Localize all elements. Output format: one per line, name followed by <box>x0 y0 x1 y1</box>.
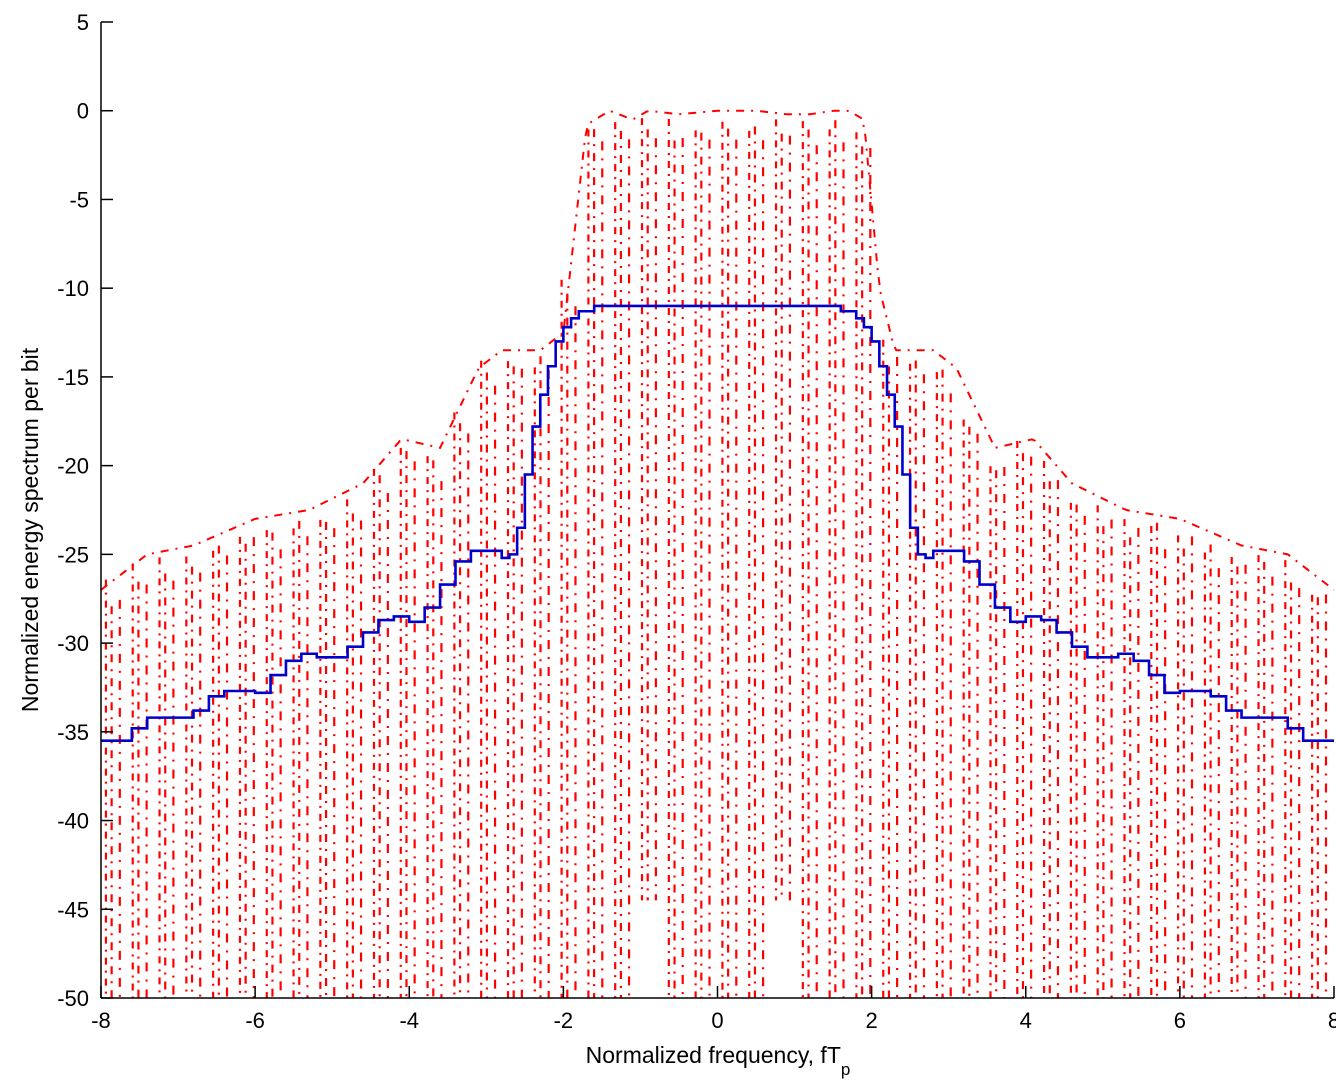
y-tick-label: -10 <box>57 276 89 301</box>
red-spectra-layer <box>100 109 1335 998</box>
x-axis-label: Normalized frequency, fTp <box>586 1042 851 1079</box>
tick-labels: -8 -6 -4 -2 0 2 4 6 850-5-10-15-20-25-30-35-40-4… <box>57 10 1336 1033</box>
y-tick-label: -50 <box>57 986 89 1011</box>
y-tick-label: 0 <box>77 99 89 124</box>
red-spectrum-envelope <box>100 109 1335 591</box>
x-tick-label: 2 <box>866 1008 878 1033</box>
y-tick-label: -35 <box>57 720 89 745</box>
axes <box>100 21 1335 999</box>
y-tick-label: -20 <box>57 454 89 479</box>
x-tick-label: 4 <box>1020 1008 1032 1033</box>
y-tick-label: -25 <box>57 542 89 567</box>
x-axis-label-subscript: p <box>841 1060 850 1079</box>
blue-spectrum-line <box>101 304 1334 742</box>
x-tick-label: -2 <box>554 1008 574 1033</box>
x-tick-label: -4 <box>399 1008 419 1033</box>
y-tick-label: -30 <box>57 631 89 656</box>
x-tick-label: 0 <box>711 1008 723 1033</box>
x-tick-label: -6 <box>245 1008 265 1033</box>
x-tick-label: -8 <box>91 1008 111 1033</box>
blue-envelope-layer <box>101 304 1334 742</box>
y-tick-label: -40 <box>57 809 89 834</box>
x-tick-label: 8 <box>1328 1008 1336 1033</box>
y-axis-label: Normalized energy spectrum per bit <box>17 347 43 712</box>
y-tick-label: -45 <box>57 897 89 922</box>
y-tick-label: -15 <box>57 365 89 390</box>
y-tick-label: -5 <box>69 187 89 212</box>
y-tick-label: 5 <box>77 10 89 35</box>
x-tick-label: 6 <box>1174 1008 1186 1033</box>
